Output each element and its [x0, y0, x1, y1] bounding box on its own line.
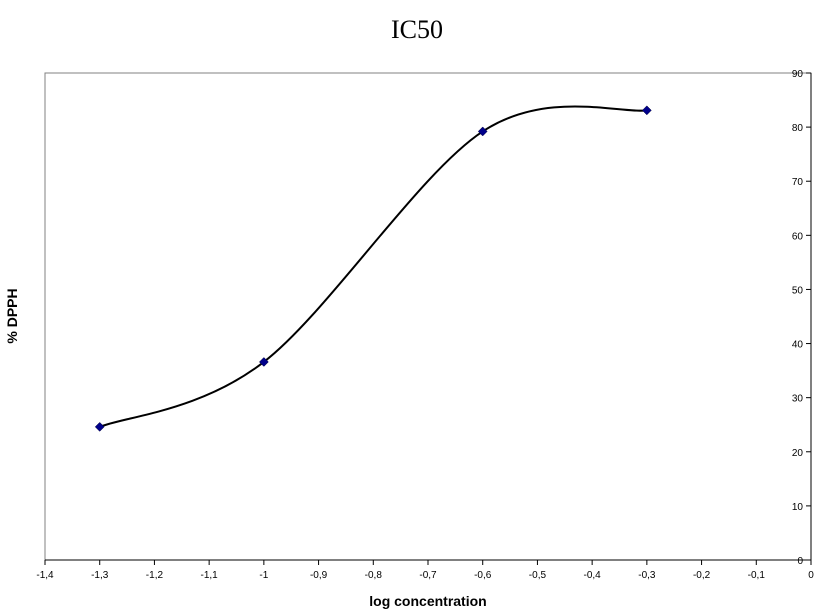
x-tick-label: -0,1 [748, 570, 766, 581]
y-tick-label: 30 [792, 394, 804, 405]
x-tick-label: -0,2 [693, 570, 711, 581]
y-tick-label: 40 [792, 340, 804, 351]
data-point [477, 126, 488, 137]
x-tick-label: -1,1 [201, 570, 219, 581]
series-markers [94, 105, 652, 432]
x-tick-label: -0,7 [419, 570, 437, 581]
x-tick-label: -0,5 [529, 570, 547, 581]
x-tick-label: 0 [808, 570, 814, 581]
x-tick-label: -0,3 [638, 570, 656, 581]
y-tick-label: 90 [792, 69, 804, 80]
x-tick-label: -1,2 [146, 570, 164, 581]
x-axis-label: log concentration [369, 593, 486, 609]
y-tick-label: 10 [792, 502, 804, 513]
data-point [642, 105, 652, 116]
x-tick-label: -0,8 [365, 570, 383, 581]
y-axis-label: % DPPH [4, 288, 20, 343]
data-point [259, 357, 269, 367]
y-ticks: 0 10 20 30 40 50 60 70 80 90 [792, 69, 811, 567]
y-tick-label: 0 [797, 556, 803, 567]
x-tick-label: -1,4 [36, 570, 54, 581]
x-tick-label: -1,3 [91, 570, 109, 581]
y-tick-label: 60 [792, 231, 804, 242]
series-line [99, 105, 647, 428]
x-tick-label: -0,6 [474, 570, 492, 581]
chart-title: IC50 [391, 15, 443, 44]
y-tick-label: 70 [792, 177, 804, 188]
x-tick-label: -0,4 [584, 570, 602, 581]
y-tick-label: 20 [792, 448, 804, 459]
x-tick-label: -1 [259, 570, 268, 581]
x-tick-label: -0,9 [310, 570, 328, 581]
x-ticks: -1,4 -1,3 -1,2 -1,1 -1 -0,9 -0,8 -0,7 -0,6 -0,5 -0… [36, 560, 814, 581]
plot-area [44, 72, 812, 561]
y-tick-label: 50 [792, 285, 804, 296]
y-tick-label: 80 [792, 123, 804, 134]
data-point [94, 422, 105, 432]
